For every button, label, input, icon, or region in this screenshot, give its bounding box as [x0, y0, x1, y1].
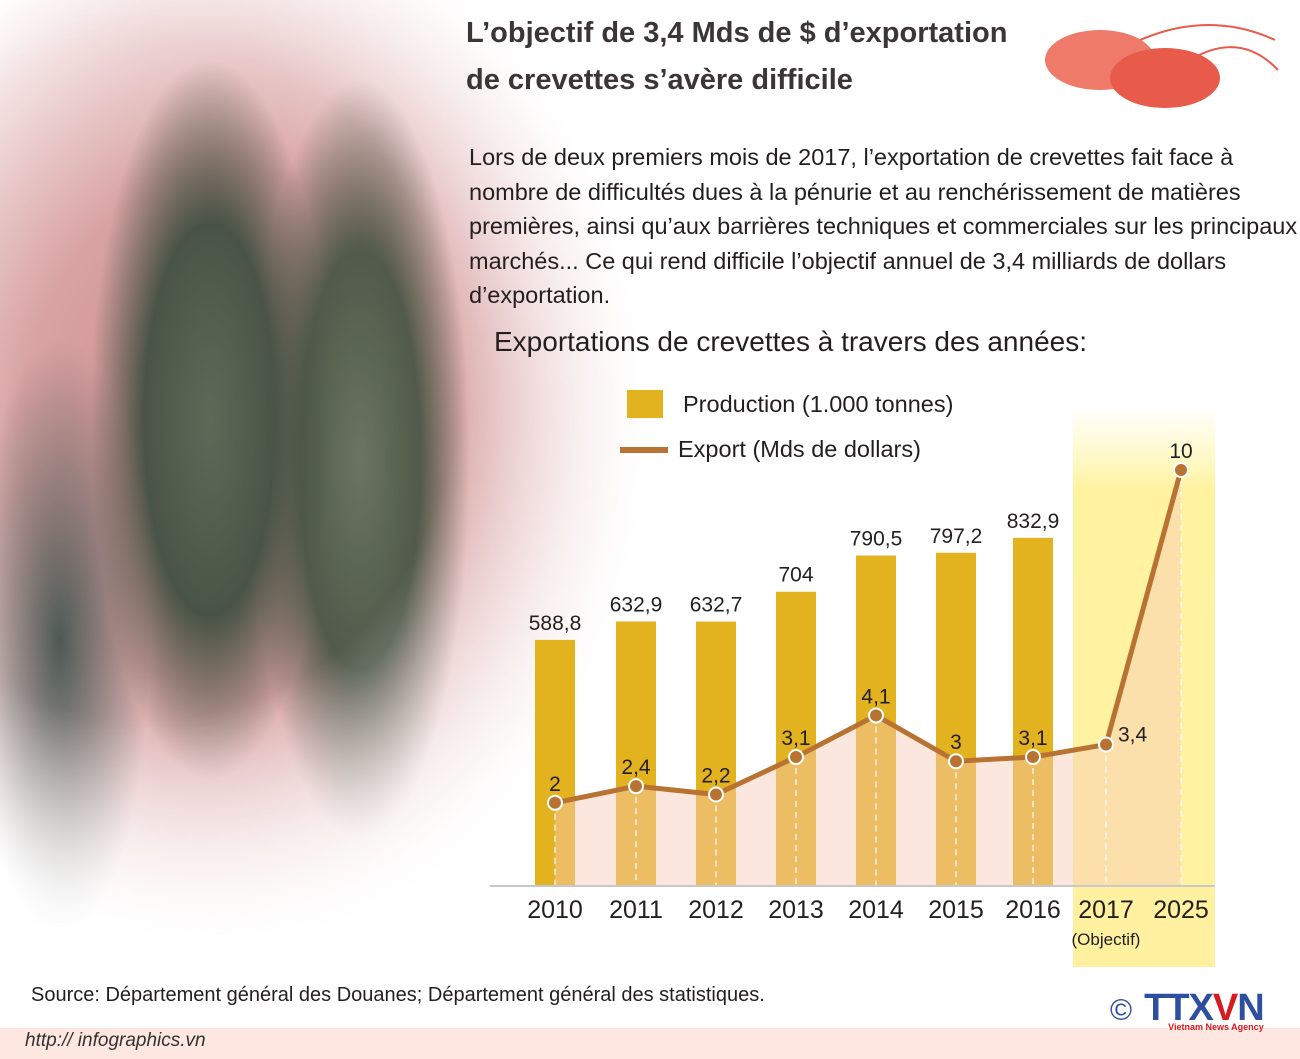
- x-tick-note: (Objectif): [1072, 930, 1141, 949]
- x-tick-label: 2013: [768, 896, 824, 924]
- legend-label: Production (1.000 tonnes): [683, 390, 954, 417]
- line-label: 2,2: [701, 764, 730, 787]
- line-label: 4,1: [861, 685, 890, 708]
- x-tick-label: 2011: [609, 896, 663, 924]
- logo-text: N: [1237, 987, 1264, 1029]
- copyright-icon: ©: [1110, 994, 1133, 1027]
- legend-line-swatch: [620, 446, 668, 453]
- bar-label: 704: [778, 564, 813, 587]
- export-point-2012: [708, 786, 724, 803]
- line-label: 3,1: [1018, 727, 1047, 750]
- bar-label: 797,2: [930, 525, 983, 548]
- export-point-2016: [1025, 749, 1041, 766]
- legend-bar-swatch: [627, 390, 663, 418]
- page-title: L’objectif de 3,4 Mds de $ d’exportation…: [466, 10, 1007, 104]
- line-label: 3,1: [781, 727, 810, 750]
- export-point-2014: [868, 707, 884, 724]
- logo-text: TTX: [1144, 987, 1214, 1029]
- legend-export: Export (Mds de dollars): [620, 436, 921, 463]
- footer-band: [0, 1028, 1300, 1059]
- ttxvn-logo: © TTXVN Vietnam News Agency: [1110, 987, 1265, 1032]
- export-area: [555, 470, 1181, 886]
- bar-label: 588,8: [529, 612, 582, 635]
- bar-label: 832,9: [1007, 510, 1060, 533]
- export-point-2010: [547, 794, 563, 811]
- export-point-2017: [1098, 736, 1114, 753]
- title-line-2: de crevettes s’avère difficile: [466, 64, 853, 96]
- export-point-2013: [788, 749, 804, 766]
- line-label: 10: [1169, 440, 1192, 463]
- bar-2010: [535, 639, 575, 886]
- logo-tagline: Vietnam News Agency: [1168, 1022, 1264, 1032]
- legend-production: Production (1.000 tonnes): [620, 390, 953, 418]
- shrimp-illustration: [1045, 24, 1279, 108]
- bar-label: 790,5: [850, 528, 903, 551]
- export-point-2011: [628, 778, 644, 795]
- logo-text: V: [1212, 987, 1238, 1029]
- line-label: 2: [549, 773, 561, 796]
- bar-label: 632,9: [610, 593, 663, 616]
- title-line-1: L’objectif de 3,4 Mds de $ d’exportation: [466, 17, 1008, 49]
- x-tick-label: 2014: [848, 896, 904, 924]
- export-point-2015: [948, 753, 964, 770]
- highlight-band: [1073, 405, 1215, 967]
- line-label: 2,4: [621, 756, 651, 779]
- intro-paragraph: Lors de deux premiers mois de 2017, l’ex…: [469, 144, 1298, 308]
- source-note: Source: Département général des Douanes;…: [31, 984, 765, 1006]
- footer-url[interactable]: http:// infographics.vn: [25, 1030, 206, 1051]
- x-tick-label: 2010: [527, 896, 583, 924]
- line-label: 3: [950, 731, 962, 754]
- chart-title: Exportations de crevettes à travers des …: [494, 326, 1087, 357]
- legend-label: Export (Mds de dollars): [678, 436, 921, 462]
- x-tick-label: 2016: [1005, 896, 1061, 924]
- bar-label: 632,7: [690, 594, 743, 617]
- x-tick-label: 2015: [928, 896, 984, 924]
- shrimp-photo: [0, 0, 640, 940]
- x-tick-label: 2012: [688, 896, 744, 924]
- x-tick-label: 2025: [1153, 896, 1209, 924]
- line-label: 3,4: [1118, 724, 1148, 747]
- x-tick-label: 2017: [1078, 896, 1134, 924]
- export-point-2025: [1173, 462, 1189, 478]
